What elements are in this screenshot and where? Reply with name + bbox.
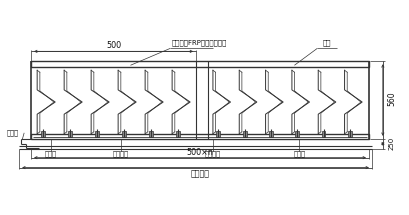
Text: 集水槽: 集水槽 [293,150,305,157]
Bar [268,131,272,137]
Text: 500: 500 [106,41,121,50]
Bar [121,131,125,137]
Bar [242,131,246,137]
Text: 500×n: 500×n [186,148,213,157]
Text: 屋面板: 屋面板 [45,150,57,157]
Bar [294,131,299,137]
Bar [347,131,351,137]
Text: 560: 560 [387,92,396,106]
Text: 泛水板: 泛水板 [6,129,18,136]
Text: 防雨板（FRP或彩色钉板）: 防雨板（FRP或彩色钉板） [171,39,226,46]
Bar [94,131,98,137]
Text: 骨架: 骨架 [322,39,330,46]
Bar [321,131,325,137]
Bar [148,131,152,137]
Bar [175,131,179,137]
Text: 洞口长度: 洞口长度 [190,169,209,178]
Bar [216,131,220,137]
Text: 天窗基座: 天窗基座 [112,150,128,157]
Text: 电动闸板: 电动闸板 [204,150,220,157]
Bar [31,61,368,67]
Text: 250: 250 [388,137,394,150]
Bar [31,134,368,139]
Bar [40,131,45,137]
Bar [67,131,71,137]
